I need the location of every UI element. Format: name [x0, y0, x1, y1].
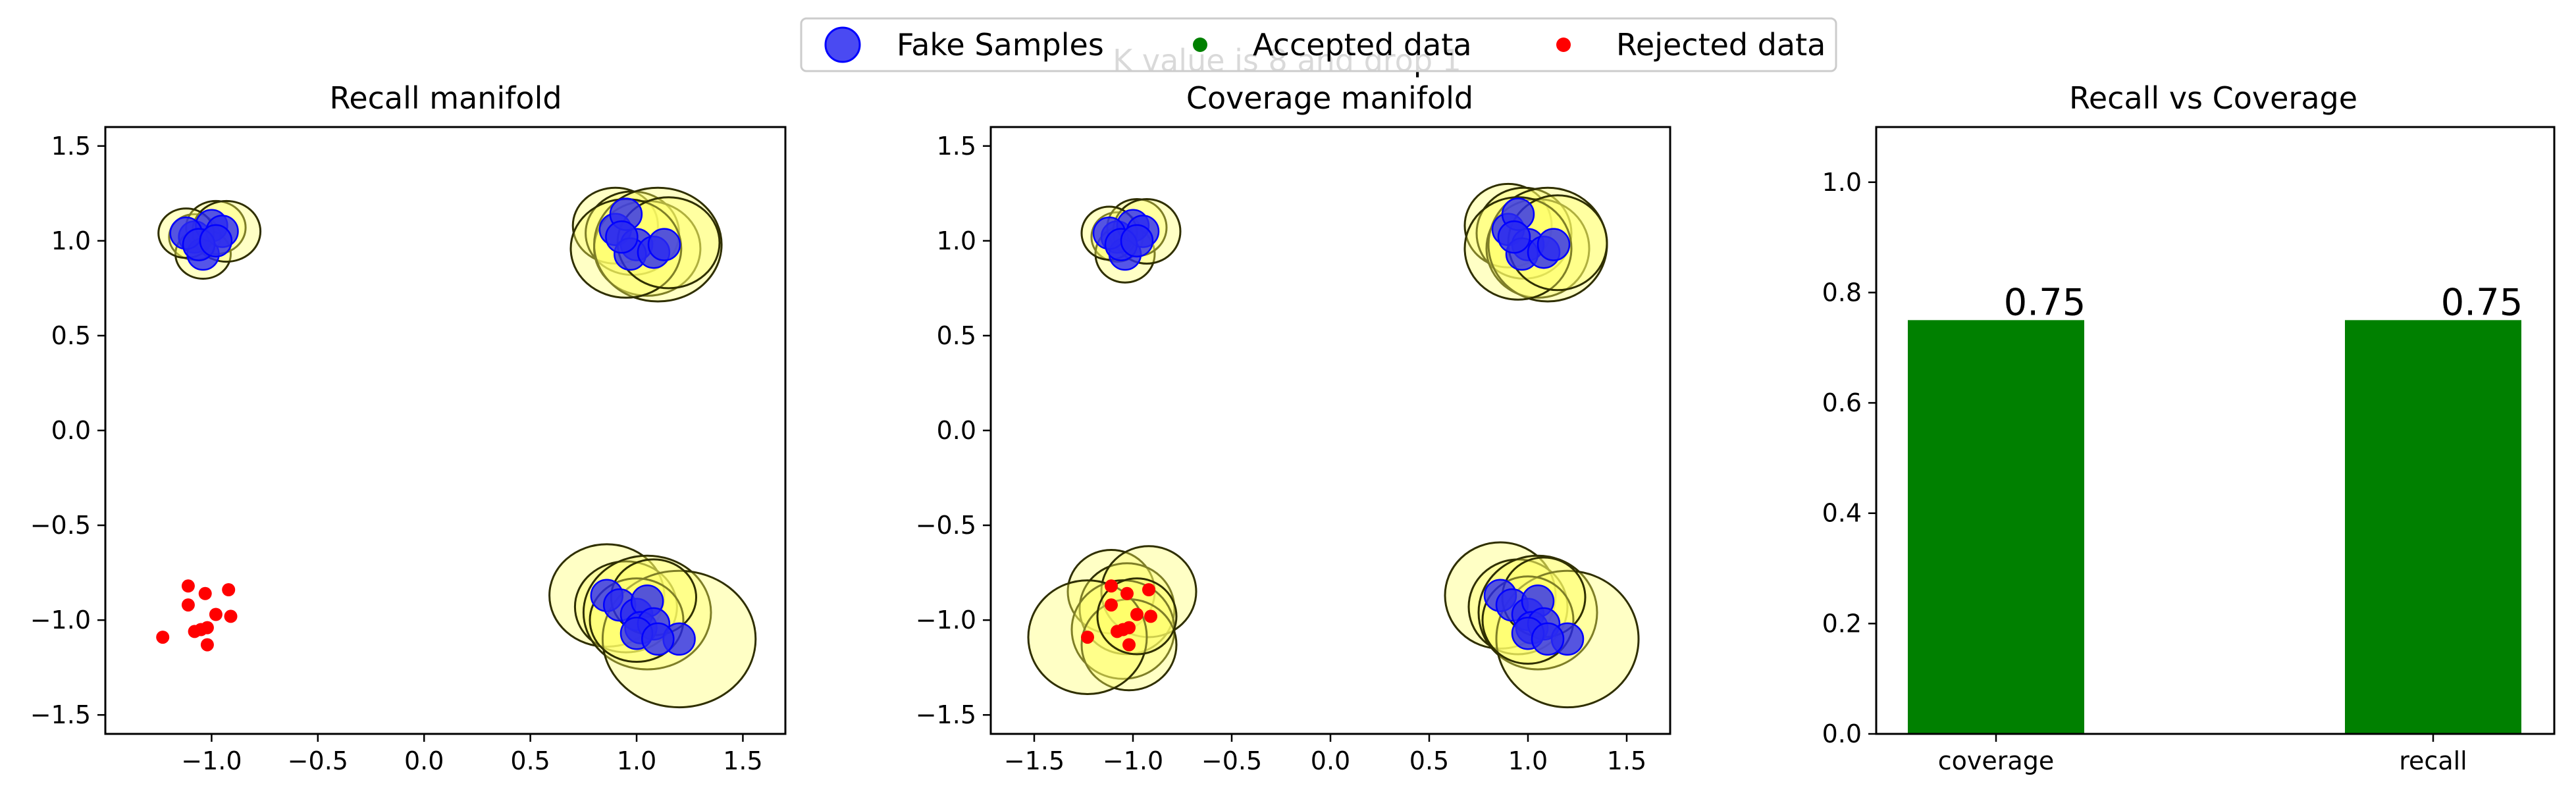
- x-tick-label: 0.0: [404, 746, 444, 775]
- y-tick-label: −1.0: [30, 606, 91, 635]
- legend-marker-fake-samples: [824, 26, 861, 63]
- rejected-data-point: [1105, 598, 1118, 612]
- legend-label-fake-samples: Fake Samples: [897, 27, 1104, 63]
- x-tick-label: 1.0: [617, 746, 656, 775]
- y-tick-label: −0.5: [916, 511, 976, 540]
- recall-vs-coverage-title: Recall vs Coverage: [2069, 80, 2357, 116]
- fake-sample-point: [199, 224, 233, 258]
- coverage-manifold-panel: −1.5 −1.0 −0.5 0.0 0.5 1.0 1.5 −1.5 −1.0 −0.5 0.0 0…: [916, 126, 1671, 775]
- x-tick-label: −1.5: [1004, 746, 1065, 775]
- x-tick-label: 1.0: [1508, 746, 1548, 775]
- fake-sample-point: [641, 622, 675, 656]
- legend-marker-rejected-data: [1556, 38, 1571, 52]
- rejected-data-point: [1105, 579, 1118, 593]
- y-tick-label: 1.5: [51, 132, 91, 161]
- axes-frame: [1875, 126, 2556, 735]
- rejected-data-point: [1130, 608, 1143, 621]
- y-tick-label: 0.0: [1822, 719, 1862, 748]
- fake-sample-point: [1531, 622, 1565, 656]
- y-tick-label: 1.0: [51, 226, 91, 255]
- y-tick-label: −1.5: [30, 700, 91, 729]
- y-tick-label: −1.0: [916, 606, 976, 635]
- x-tick-label: 1.5: [1607, 746, 1646, 775]
- rejected-data-point: [1120, 586, 1134, 600]
- rejected-data-point: [1081, 631, 1094, 644]
- rejected-data-point: [1111, 625, 1124, 638]
- rejected-data-point: [181, 579, 195, 593]
- bar-value-label: 0.75: [2441, 281, 2523, 324]
- rejected-data-point: [1122, 621, 1136, 635]
- rejected-data-point: [188, 625, 201, 638]
- y-tick-label: 1.0: [1822, 168, 1862, 197]
- y-tick-label: −1.5: [916, 700, 976, 729]
- y-tick-label: 0.5: [937, 321, 976, 350]
- x-tick-label: 0.5: [1409, 746, 1449, 775]
- y-tick-label: 1.0: [937, 226, 976, 255]
- fake-sample-point: [1497, 220, 1531, 254]
- x-tick-label: −1.0: [181, 746, 242, 775]
- x-tick-label: recall: [2399, 746, 2467, 775]
- plot-area: [1027, 182, 1640, 709]
- bar-coverage: [1908, 320, 2084, 734]
- fake-sample-point: [1120, 224, 1154, 258]
- rejected-data-point: [198, 586, 212, 600]
- y-tick-label: 1.5: [937, 132, 976, 161]
- legend-frame: [800, 17, 1837, 72]
- recall-vs-coverage-panel: 0.75 coverage 0.75 recall 0.0 0.2 0.4 0.6 0.8 1.0: [1822, 126, 2556, 775]
- y-tick-label: −0.5: [30, 511, 91, 540]
- x-tick-label: −0.5: [288, 746, 348, 775]
- y-tick-label: 0.0: [51, 416, 91, 445]
- y-tick-label: 0.6: [1822, 388, 1862, 417]
- fake-sample-point: [647, 228, 681, 261]
- y-tick-label: 0.2: [1822, 609, 1862, 638]
- fake-sample-point: [1537, 228, 1571, 261]
- legend: Fake Samples Accepted data Rejected data: [800, 17, 1837, 72]
- recall-manifold-panel: −1.0 −0.5 0.0 0.5 1.0 1.5 −1.5 −1.0 −0.5 0.0 0.5 1.…: [30, 126, 787, 775]
- x-tick-label: −0.5: [1201, 746, 1262, 775]
- rejected-data-point: [1142, 583, 1155, 596]
- bar-recall: [2345, 320, 2521, 734]
- rejected-data-point: [1144, 609, 1157, 623]
- legend-marker-accepted-data: [1193, 38, 1207, 52]
- y-tick-label: 0.0: [937, 416, 976, 445]
- legend-label-accepted-data: Accepted data: [1253, 27, 1472, 63]
- rejected-data-point: [181, 598, 195, 612]
- rejected-data-point: [224, 609, 238, 623]
- rejected-data-point: [156, 631, 170, 644]
- y-tick-label: 0.5: [51, 321, 91, 350]
- recall-manifold-title: Recall manifold: [329, 80, 562, 116]
- rejected-data-point: [200, 638, 214, 652]
- bar-value-label: 0.75: [2004, 281, 2086, 324]
- y-tick-label: 0.8: [1822, 278, 1862, 307]
- rejected-data-point: [209, 608, 223, 621]
- x-tick-label: 0.5: [510, 746, 550, 775]
- rejected-data-point: [222, 583, 236, 596]
- y-tick-label: 0.4: [1822, 499, 1862, 528]
- coverage-manifold-title: Coverage manifold: [1186, 80, 1473, 116]
- rejected-data-point: [1122, 638, 1136, 652]
- x-tick-label: 0.0: [1311, 746, 1350, 775]
- x-tick-label: coverage: [1938, 746, 2054, 775]
- x-tick-label: 1.5: [723, 746, 762, 775]
- fake-sample-point: [605, 220, 639, 254]
- x-tick-label: −1.0: [1103, 746, 1163, 775]
- plot-area: [156, 186, 757, 709]
- legend-label-rejected-data: Rejected data: [1616, 27, 1826, 63]
- rejected-data-point: [200, 621, 214, 635]
